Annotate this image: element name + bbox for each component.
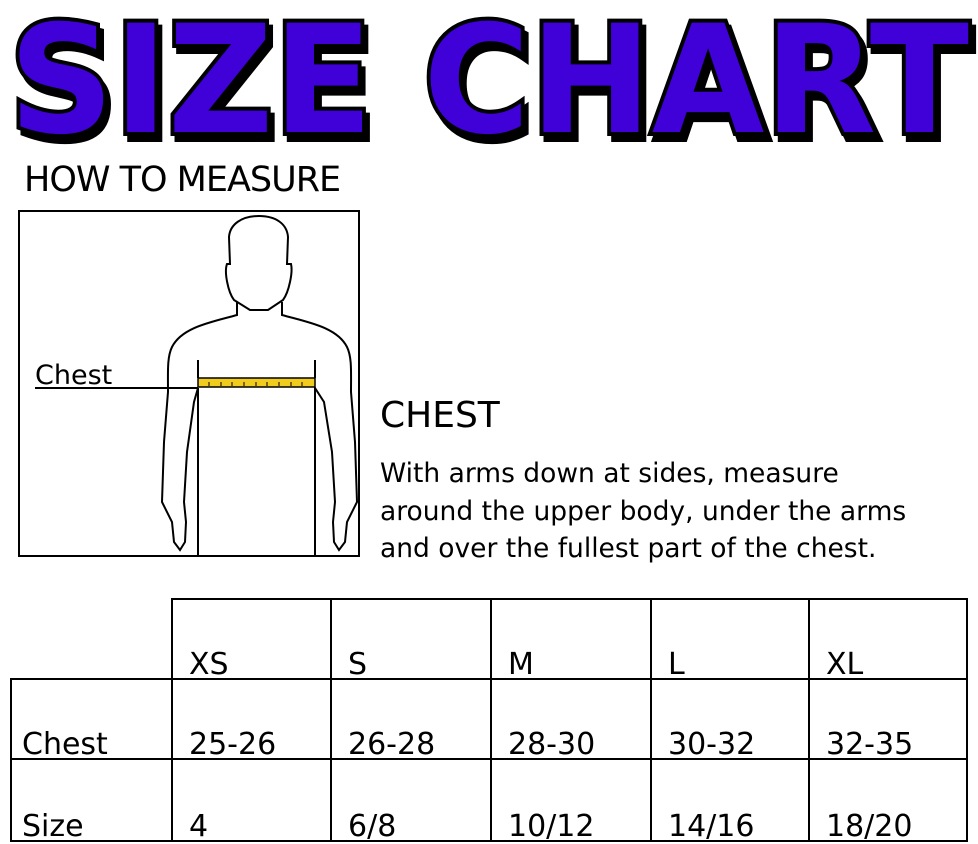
row-label-size: Size <box>10 758 173 844</box>
header-cell-m: M <box>490 598 652 682</box>
table-cell: 4 <box>171 758 332 844</box>
table-cell: 32-35 <box>808 678 968 762</box>
table-cell: 14/16 <box>650 758 810 844</box>
description-line: and over the fullest part of the chest. <box>380 533 877 564</box>
chest-description: With arms down at sides, measure around … <box>380 455 978 568</box>
table-cell: 18/20 <box>808 758 968 844</box>
table-cell: 26-28 <box>330 678 492 762</box>
table-cell: 25-26 <box>171 678 332 762</box>
measure-illustration: Chest <box>18 210 360 557</box>
table-cell: 30-32 <box>650 678 810 762</box>
title-text: SIZE CHART <box>9 0 969 150</box>
chest-label: Chest <box>35 360 112 391</box>
chest-heading: CHEST <box>380 395 500 436</box>
header-cell-s: S <box>330 598 492 682</box>
table-cell: 6/8 <box>330 758 492 844</box>
table-cell: 28-30 <box>490 678 652 762</box>
header-cell-xs: XS <box>171 598 332 682</box>
body-outline-figure: Chest <box>35 214 359 557</box>
how-to-measure-heading: HOW TO MEASURE <box>24 160 341 200</box>
description-line: around the upper body, under the arms <box>380 495 907 527</box>
header-cell-xl: XL <box>808 598 968 682</box>
table-cell: 10/12 <box>490 758 652 844</box>
title-logo: SIZE CHART <box>5 0 973 150</box>
row-label-chest: Chest <box>10 678 173 762</box>
description-line: With arms down at sides, measure <box>380 458 839 489</box>
header-cell-l: L <box>650 598 810 682</box>
